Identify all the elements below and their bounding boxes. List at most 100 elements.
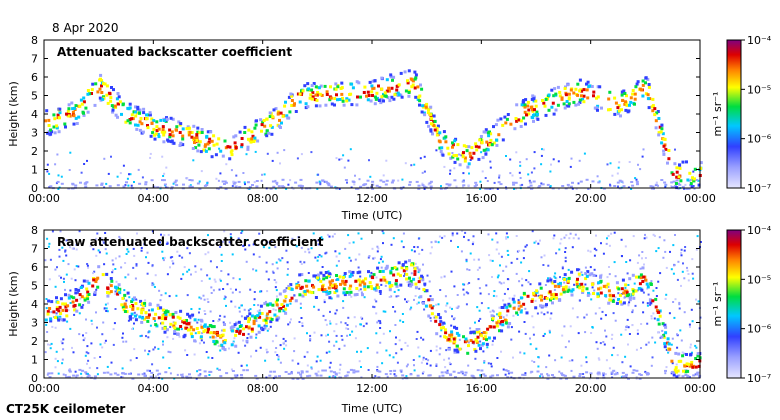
heatmap-cell [122,164,125,167]
heatmap-cell [540,256,543,259]
heatmap-cell [139,117,143,120]
heatmap-cell [210,139,214,143]
heatmap-cell [321,369,325,372]
heatmap-cell [217,137,221,141]
heatmap-cell [470,146,474,150]
heatmap-cell [224,181,228,184]
heatmap-cell [102,371,106,374]
heatmap-cell [404,89,408,93]
heatmap-cell [164,317,168,320]
heatmap-cell [145,113,148,117]
heatmap-cell [367,94,371,97]
heatmap-cell [240,143,244,147]
heatmap-cell [99,98,103,102]
heatmap-cell [370,271,373,274]
heatmap-cell [376,370,380,373]
heatmap-cell [347,316,350,319]
heatmap-cell [301,294,305,298]
heatmap-cell [455,185,458,188]
heatmap-cell [451,143,455,147]
colorbar-ticks: 10⁻⁴10⁻⁵10⁻⁶10⁻⁷ [741,34,772,195]
heatmap-cell [265,314,268,317]
heatmap-cell [127,107,131,111]
heatmap-cell [212,289,215,292]
heatmap-cell [532,95,536,99]
heatmap-cell [443,358,446,361]
heatmap-cell [519,125,523,128]
heatmap-cell [560,96,564,100]
heatmap-cell [154,132,158,136]
heatmap-cell [325,90,329,94]
heatmap-cell [565,377,568,380]
heatmap-cell [480,302,483,305]
heatmap-cell [570,369,573,372]
heatmap-cell [184,349,187,352]
heatmap-cell [185,319,188,322]
heatmap-cell [372,86,376,90]
heatmap-cell [675,370,678,374]
heatmap-cell [606,237,608,240]
heatmap-cell [80,102,84,106]
heatmap-cell [351,270,355,274]
heatmap-cell [464,337,468,341]
heatmap-cell [221,240,224,243]
heatmap-cell [207,251,210,254]
heatmap-cell [220,343,224,347]
heatmap-cell [141,308,145,312]
heatmap-cell [99,73,103,77]
heatmap-cell [493,181,496,184]
heatmap-cell [268,310,272,314]
heatmap-cell [56,153,59,156]
heatmap-cell [86,290,90,294]
heatmap-cell [127,184,130,187]
heatmap-cell [507,302,511,306]
heatmap-cell [641,83,645,87]
heatmap-cell [166,242,169,245]
heatmap-cell [427,108,430,111]
heatmap-cell [211,357,214,359]
heatmap-cell [660,335,664,339]
heatmap-cell [247,320,251,324]
heatmap-cell [568,359,571,362]
heatmap-cell [683,277,686,280]
heatmap-cell [310,97,314,101]
heatmap-cell [275,303,279,307]
heatmap-cell [86,372,89,375]
heatmap-cell [46,237,49,240]
heatmap-cell [79,297,82,300]
heatmap-cell [623,296,626,299]
heatmap-cell [649,303,652,306]
heatmap-cell [568,237,571,240]
heatmap-cell [445,304,448,307]
heatmap-cell [246,337,249,339]
heatmap-cell [57,130,61,134]
heatmap-cell [641,94,645,98]
heatmap-cell [129,173,132,176]
heatmap-cell [628,298,632,302]
heatmap-cell [231,291,234,294]
heatmap-cell [584,331,587,334]
heatmap-cell [453,285,456,288]
heatmap-cell [691,272,694,275]
heatmap-cell [354,370,358,373]
heatmap-cell [62,373,65,376]
heatmap-cell [395,352,398,355]
heatmap-cell [408,183,412,186]
heatmap-cell [696,352,700,356]
heatmap-cell [64,302,67,306]
heatmap-cell [579,180,583,183]
heatmap-cell [190,273,192,276]
heatmap-cell [651,109,655,113]
heatmap-cell [405,272,409,276]
heatmap-cell [435,133,439,137]
heatmap-cell [685,364,689,368]
heatmap-cell [355,325,357,328]
heatmap-cell [355,293,359,296]
heatmap-cell [77,288,81,292]
heatmap-cell [203,310,206,312]
heatmap-cell [545,297,549,300]
heatmap-cell [429,317,432,319]
heatmap-cell [532,97,536,101]
heatmap-cell [604,314,607,317]
heatmap-cell [92,278,96,282]
